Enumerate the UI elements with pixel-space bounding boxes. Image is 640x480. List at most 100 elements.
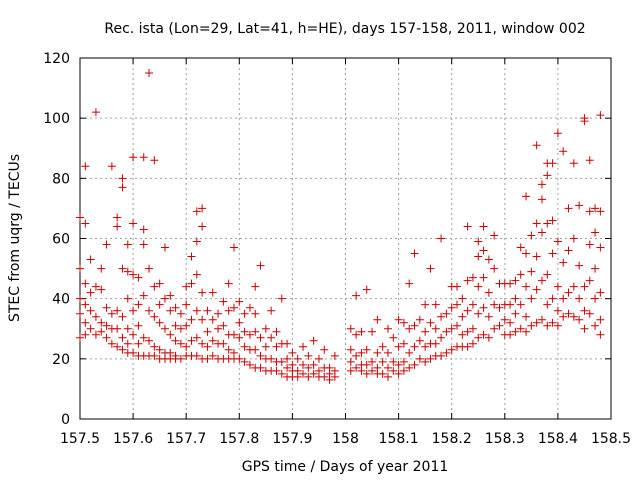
- data-point: [256, 333, 265, 342]
- data-point: [352, 363, 361, 372]
- data-point: [123, 294, 132, 303]
- data-point: [368, 366, 377, 375]
- data-point: [129, 306, 138, 315]
- data-point: [559, 294, 568, 303]
- data-point: [166, 306, 175, 315]
- data-point: [559, 258, 568, 267]
- data-point: [543, 270, 552, 279]
- data-point: [288, 348, 297, 357]
- data-point: [463, 342, 472, 351]
- data-point: [431, 324, 440, 333]
- x-tick-label: 157.7: [166, 431, 206, 447]
- data-point: [235, 297, 244, 306]
- data-point: [362, 369, 371, 378]
- data-point: [309, 336, 318, 345]
- data-point: [123, 324, 132, 333]
- data-point: [426, 318, 435, 327]
- data-point: [86, 324, 95, 333]
- data-point: [214, 324, 223, 333]
- data-point: [304, 372, 313, 381]
- data-point: [442, 309, 451, 318]
- data-point: [437, 333, 446, 342]
- data-point: [474, 237, 483, 246]
- data-point: [453, 321, 462, 330]
- data-point: [176, 324, 185, 333]
- data-point: [203, 306, 212, 315]
- data-point: [585, 309, 594, 318]
- x-tick-label: 158.3: [485, 431, 525, 447]
- data-point: [463, 306, 472, 315]
- data-point: [139, 153, 148, 162]
- data-point: [421, 342, 430, 351]
- data-point: [463, 327, 472, 336]
- data-point: [447, 324, 456, 333]
- data-point: [569, 159, 578, 168]
- x-axis-label: GPS time / Days of year 2011: [242, 459, 449, 475]
- chart-title: Rec. ista (Lon=29, Lat=41, h=HE), days 1…: [104, 21, 585, 37]
- data-point: [479, 246, 488, 255]
- data-point: [516, 300, 525, 309]
- data-point: [346, 324, 355, 333]
- data-point: [484, 255, 493, 264]
- data-point: [283, 363, 292, 372]
- data-point: [596, 111, 605, 120]
- data-point: [373, 348, 382, 357]
- data-point: [91, 282, 100, 291]
- data-point: [76, 213, 84, 222]
- data-point: [187, 315, 196, 324]
- data-point: [251, 327, 260, 336]
- data-point: [118, 333, 127, 342]
- data-point: [203, 342, 212, 351]
- data-point: [208, 336, 217, 345]
- data-point: [357, 348, 366, 357]
- data-point: [97, 285, 106, 294]
- data-point: [564, 288, 573, 297]
- data-point: [437, 234, 446, 243]
- data-point: [76, 309, 84, 318]
- data-point: [299, 342, 308, 351]
- data-point: [97, 327, 106, 336]
- x-tick-label: 158.4: [538, 431, 578, 447]
- data-point: [160, 294, 169, 303]
- data-point: [442, 348, 451, 357]
- data-point: [532, 252, 541, 261]
- data-point: [256, 363, 265, 372]
- data-point: [155, 300, 164, 309]
- data-point: [81, 162, 90, 171]
- data-point: [511, 294, 520, 303]
- data-point: [134, 273, 143, 282]
- data-point: [410, 360, 419, 369]
- data-point: [192, 306, 201, 315]
- data-point: [389, 333, 398, 342]
- data-point: [569, 234, 578, 243]
- data-point: [123, 267, 132, 276]
- data-point: [527, 294, 536, 303]
- x-tick-label: 158.2: [432, 431, 472, 447]
- data-point: [187, 252, 196, 261]
- data-point: [129, 219, 138, 228]
- data-point: [139, 333, 148, 342]
- data-point: [596, 288, 605, 297]
- data-point: [91, 108, 100, 117]
- data-point: [506, 318, 515, 327]
- data-point: [129, 270, 138, 279]
- data-point: [575, 315, 584, 324]
- data-point: [134, 300, 143, 309]
- data-point: [240, 327, 249, 336]
- data-point: [293, 354, 302, 363]
- data-point: [325, 375, 334, 384]
- data-point: [458, 294, 467, 303]
- data-point: [261, 324, 270, 333]
- data-point: [155, 318, 164, 327]
- x-tick-label: 157.9: [272, 431, 312, 447]
- data-point: [421, 327, 430, 336]
- data-point: [91, 312, 100, 321]
- data-point: [537, 180, 546, 189]
- data-point: [431, 339, 440, 348]
- data-point: [447, 345, 456, 354]
- y-tick-label: 120: [43, 51, 70, 67]
- data-point: [76, 333, 84, 342]
- data-point: [580, 282, 589, 291]
- data-point: [102, 321, 111, 330]
- data-point: [352, 330, 361, 339]
